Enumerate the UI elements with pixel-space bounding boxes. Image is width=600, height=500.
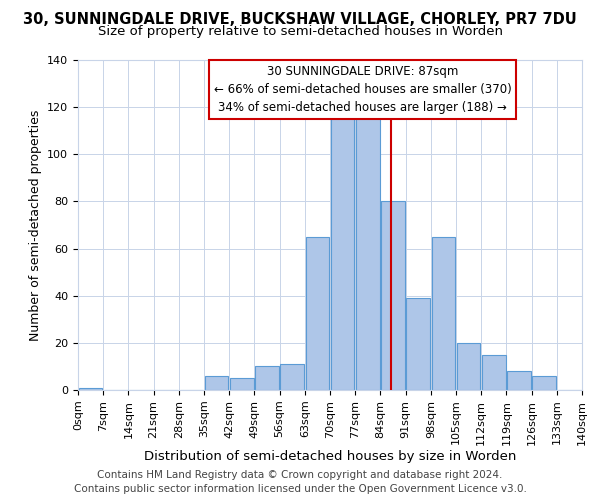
Y-axis label: Number of semi-detached properties: Number of semi-detached properties bbox=[29, 110, 41, 340]
Bar bbox=[532, 376, 556, 390]
Bar bbox=[431, 237, 455, 390]
Bar bbox=[406, 298, 430, 390]
Bar bbox=[280, 364, 304, 390]
Bar bbox=[457, 343, 481, 390]
Text: 30 SUNNINGDALE DRIVE: 87sqm
← 66% of semi-detached houses are smaller (370)
34% : 30 SUNNINGDALE DRIVE: 87sqm ← 66% of sem… bbox=[214, 65, 512, 114]
Bar bbox=[356, 114, 380, 390]
Bar bbox=[305, 237, 329, 390]
Bar bbox=[381, 202, 405, 390]
Bar bbox=[79, 388, 103, 390]
Bar bbox=[331, 116, 355, 390]
X-axis label: Distribution of semi-detached houses by size in Worden: Distribution of semi-detached houses by … bbox=[144, 450, 516, 463]
Bar bbox=[255, 366, 279, 390]
Bar bbox=[482, 354, 506, 390]
Text: Contains HM Land Registry data © Crown copyright and database right 2024.
Contai: Contains HM Land Registry data © Crown c… bbox=[74, 470, 526, 494]
Text: Size of property relative to semi-detached houses in Worden: Size of property relative to semi-detach… bbox=[97, 25, 503, 38]
Text: 30, SUNNINGDALE DRIVE, BUCKSHAW VILLAGE, CHORLEY, PR7 7DU: 30, SUNNINGDALE DRIVE, BUCKSHAW VILLAGE,… bbox=[23, 12, 577, 28]
Bar bbox=[507, 371, 531, 390]
Bar bbox=[205, 376, 229, 390]
Bar bbox=[230, 378, 254, 390]
